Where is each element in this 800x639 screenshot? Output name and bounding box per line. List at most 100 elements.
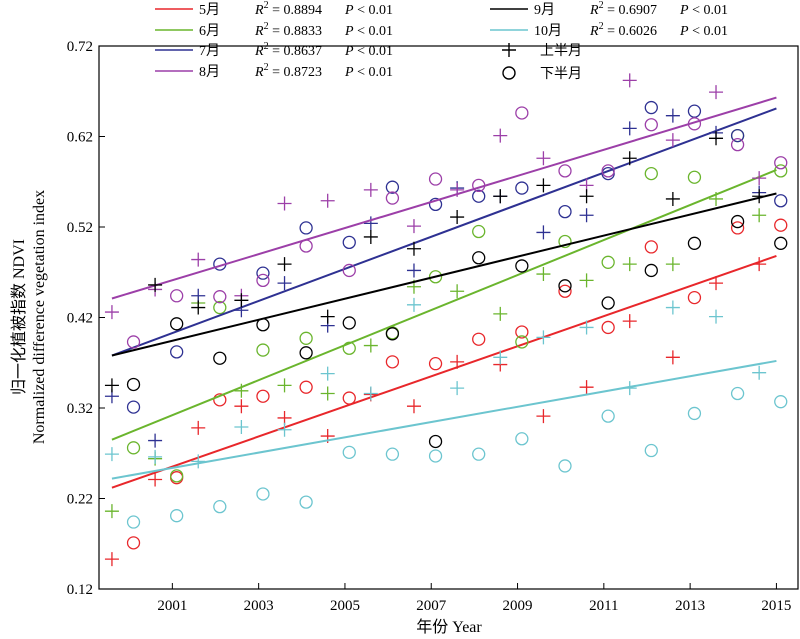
first-half-point	[363, 386, 378, 401]
first-half-point	[493, 350, 508, 365]
trend-line	[111, 255, 777, 489]
legend-name: 8月	[199, 64, 220, 80]
first-half-point	[493, 189, 508, 204]
legend-pvalue: P < 0.01	[344, 65, 393, 80]
trend-line	[111, 96, 777, 300]
second-half-point	[170, 345, 184, 359]
second-half-point	[299, 380, 313, 394]
first-half-point	[104, 305, 119, 320]
plot-area	[98, 45, 799, 590]
y-tick-label: 0.62	[67, 130, 93, 146]
x-tick-label: 2007	[416, 598, 447, 614]
first-half-point	[536, 330, 551, 345]
first-half-point	[709, 191, 724, 206]
second-half-point	[428, 270, 443, 284]
second-half-point	[256, 343, 270, 357]
second-half-point	[730, 221, 745, 235]
first-half-point	[665, 191, 680, 206]
first-half-point	[148, 277, 163, 292]
first-half-point	[622, 121, 637, 136]
first-half-point	[234, 420, 249, 435]
second-half-point	[256, 487, 270, 501]
first-half-point	[406, 241, 421, 256]
second-half-point	[601, 320, 615, 335]
second-half-point	[170, 469, 184, 483]
legend-stats: R2 = 0.6907	[589, 0, 657, 18]
second-half-point	[126, 335, 141, 349]
second-half-point	[774, 218, 788, 232]
first-half-point	[234, 399, 249, 414]
first-half-point	[406, 263, 421, 278]
first-half-point	[363, 338, 378, 353]
legend-marker-entry: 下半月	[502, 66, 582, 82]
y-tick-label: 0.52	[67, 220, 93, 236]
second-half-point	[256, 266, 270, 280]
second-half-point	[774, 156, 788, 170]
legend-entry: 10月 R2 = 0.6026 P < 0.01	[490, 21, 728, 39]
second-half-point	[644, 443, 658, 458]
second-half-point	[342, 316, 356, 330]
y-tick-label: 0.22	[67, 492, 93, 508]
first-half-point	[536, 409, 551, 424]
second-half-point	[126, 515, 141, 529]
first-half-point	[320, 386, 335, 401]
second-half-point	[601, 296, 615, 310]
y-tick-label: 0.42	[67, 311, 93, 327]
second-half-point	[126, 536, 141, 550]
second-half-point	[774, 194, 788, 208]
first-half-point	[320, 193, 335, 208]
second-half-point	[170, 289, 184, 303]
first-half-point	[191, 288, 206, 303]
first-half-point	[622, 73, 637, 88]
x-axis-title: 年份 Year	[416, 618, 482, 636]
second-half-point	[730, 214, 745, 229]
first-half-point	[363, 182, 378, 197]
first-half-point	[450, 381, 465, 396]
legend-stats: R2 = 0.8723	[254, 62, 322, 80]
second-half-point	[428, 357, 443, 371]
trend-line	[111, 359, 777, 480]
legend-pvalue: P < 0.01	[344, 3, 393, 18]
first-half-point	[104, 552, 119, 567]
first-half-point	[665, 133, 680, 148]
second-half-point	[515, 325, 529, 339]
second-half-point	[644, 263, 658, 278]
second-half-point	[213, 351, 227, 365]
legend-pvalue: P < 0.01	[679, 24, 728, 39]
first-half-point	[363, 216, 378, 231]
first-half-point	[752, 189, 767, 204]
first-half-point	[752, 171, 767, 186]
series-10-month	[104, 297, 788, 529]
legend-entry: 5月 R2 = 0.8894 P < 0.01	[155, 0, 393, 18]
first-half-point	[536, 267, 551, 282]
first-half-point	[536, 225, 551, 240]
second-half-point	[256, 318, 270, 332]
second-half-point	[428, 172, 443, 186]
first-half-point	[191, 252, 206, 267]
second-half-point	[774, 236, 788, 250]
first-half-point	[104, 378, 119, 393]
legend-stats: R2 = 0.8833	[254, 21, 322, 39]
circle-marker-icon	[502, 66, 516, 80]
second-half-point	[472, 251, 486, 265]
first-half-point	[277, 378, 292, 393]
second-half-point	[687, 104, 702, 118]
first-half-point	[450, 354, 465, 369]
second-half-point	[299, 239, 313, 253]
second-half-point	[601, 255, 615, 269]
legend: 5月 R2 = 0.8894 P < 0.01 6月 R2 = 0.8833 P < 0.…	[155, 0, 728, 82]
first-half-point	[709, 131, 724, 146]
first-half-point	[406, 399, 421, 414]
second-half-point	[558, 204, 572, 219]
y-tick-label: 0.72	[67, 39, 93, 55]
y-tick-label: 0.12	[67, 582, 93, 598]
second-half-point	[515, 259, 529, 273]
x-tick-label: 2013	[675, 598, 705, 614]
first-half-point	[493, 128, 508, 143]
legend-marker-label: 下半月	[540, 66, 582, 82]
x-tick-label: 2009	[503, 598, 533, 614]
first-half-point	[665, 108, 680, 123]
y-axis-title-en: Normalized difference vegetation index	[31, 190, 48, 444]
second-half-point	[515, 335, 529, 349]
second-half-point	[213, 499, 227, 514]
